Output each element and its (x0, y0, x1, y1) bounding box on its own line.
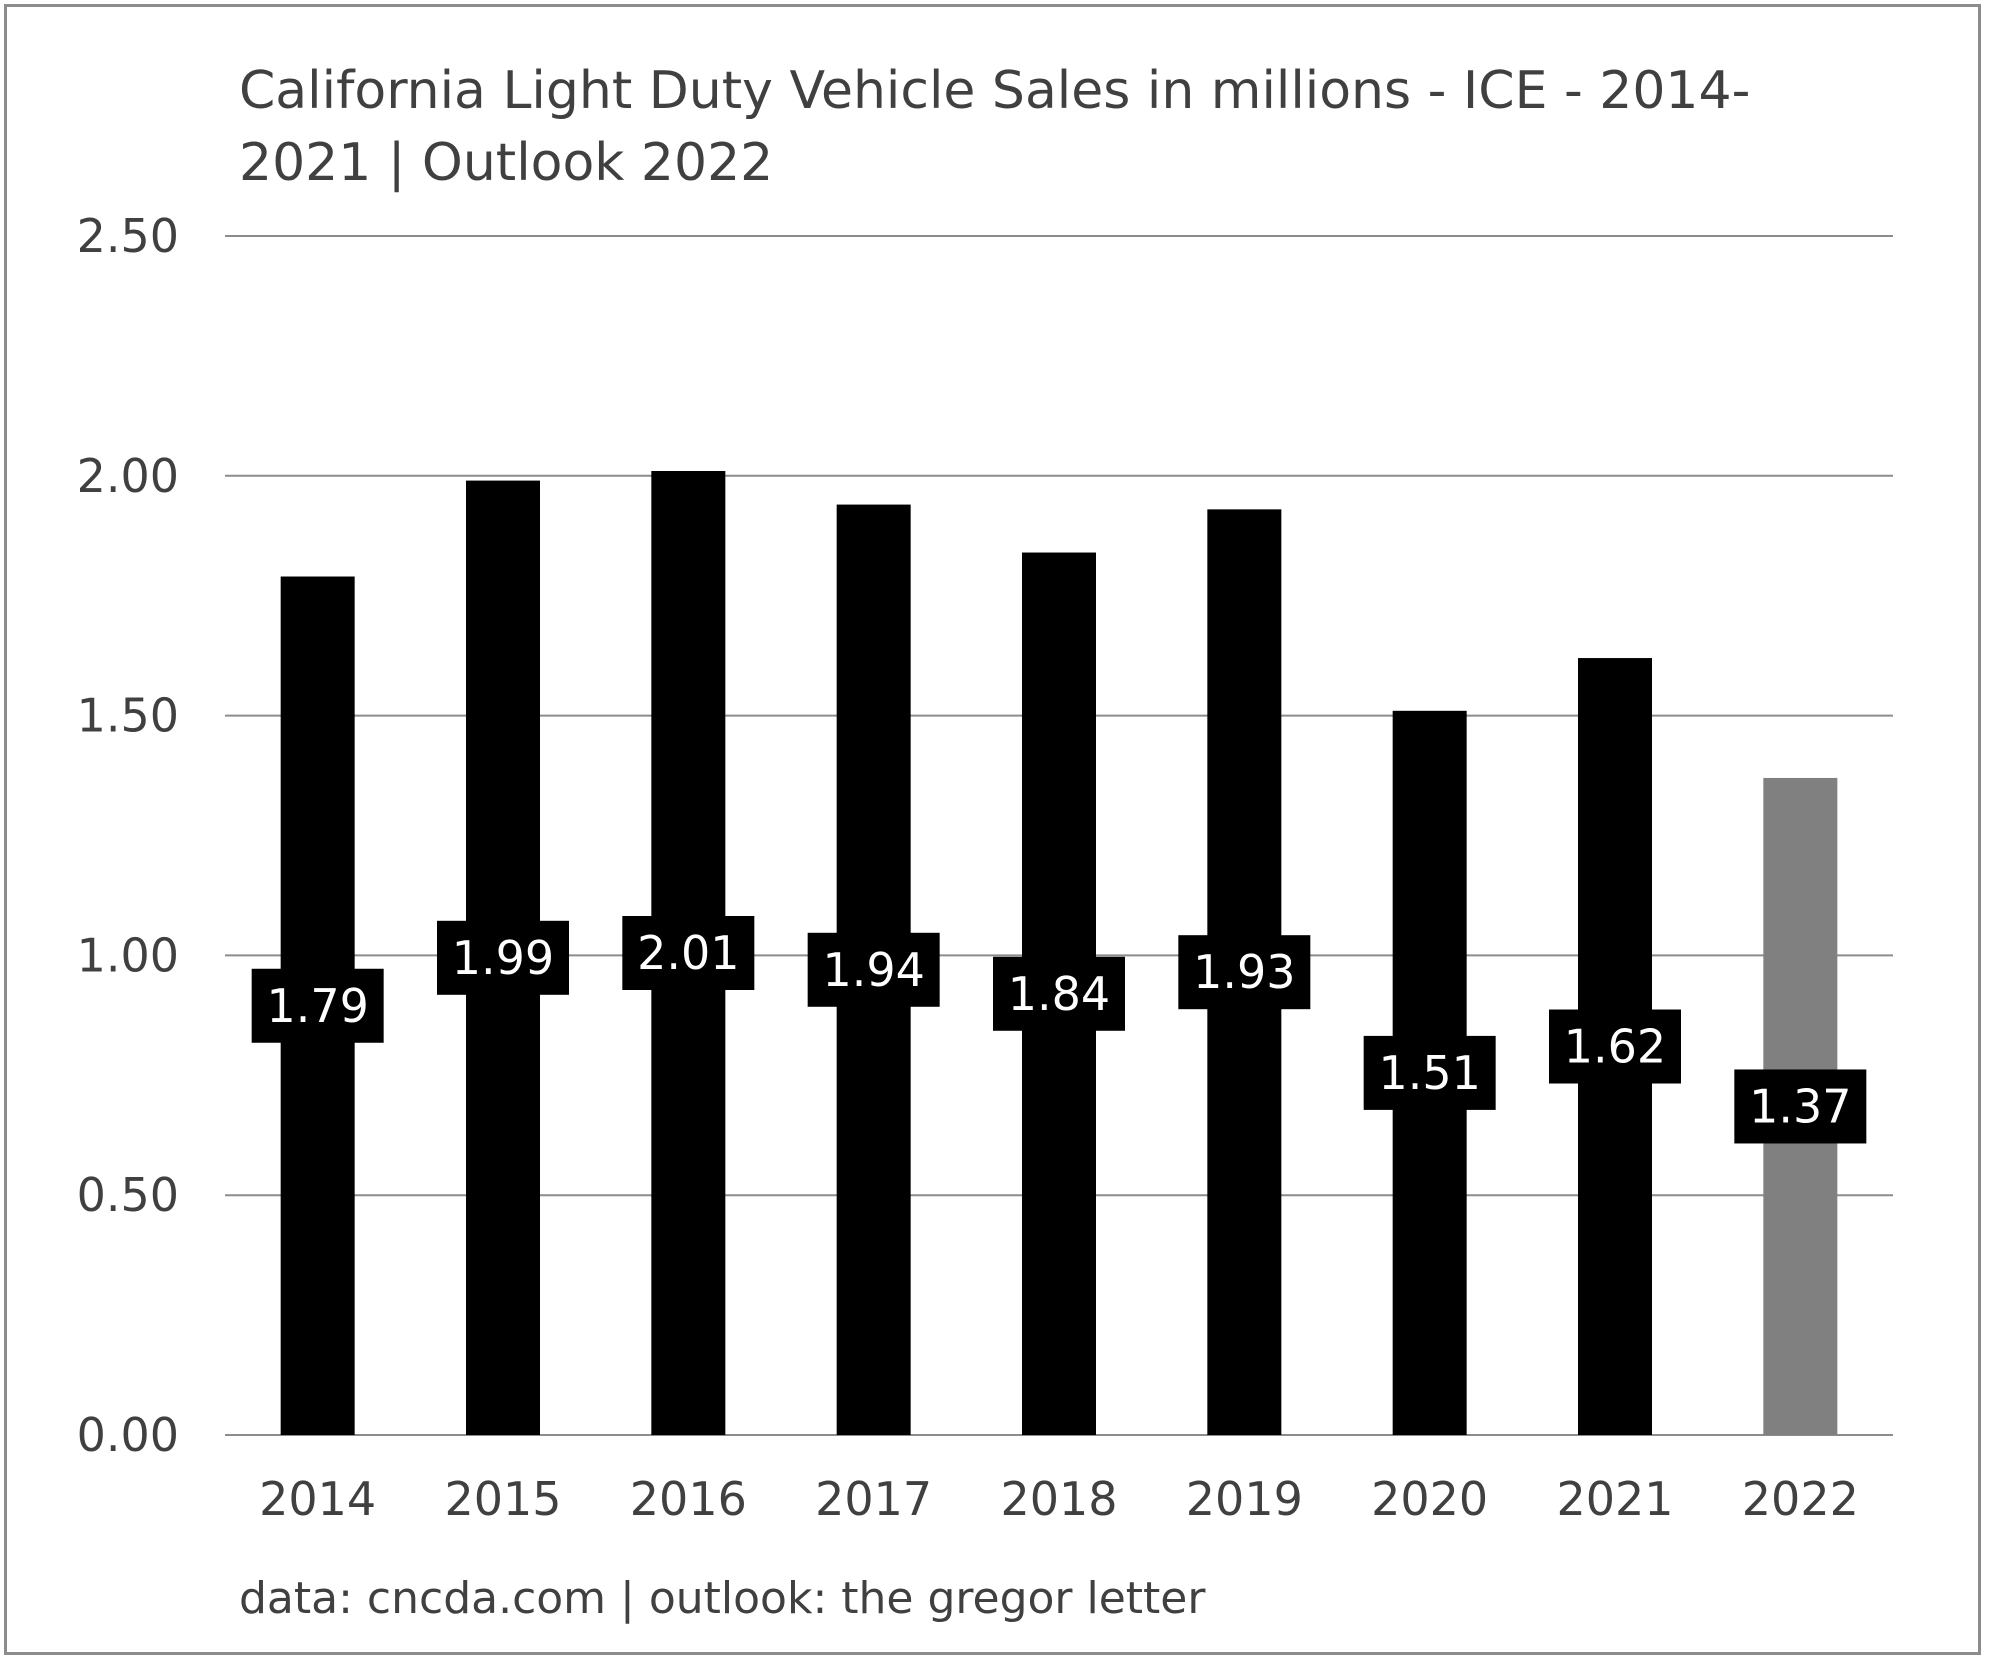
data-label-box (437, 920, 569, 995)
x-tick-label: 2022 (1742, 1472, 1859, 1526)
x-tick-label: 2015 (444, 1472, 561, 1526)
y-tick-label: 0.50 (77, 1168, 179, 1222)
y-tick-label: 0.00 (77, 1408, 179, 1462)
data-label-box (807, 932, 940, 1007)
data-label-box (1734, 1069, 1867, 1144)
data-label: 1.94 (822, 943, 924, 997)
data-label-box (622, 916, 755, 991)
plot-area: 0.00 0.50 1.00 1.50 2.00 2.50 1.79 2014 1.99 2015… (77, 209, 1893, 1526)
x-tick-label: 2019 (1186, 1472, 1303, 1526)
data-label-box (1549, 1009, 1681, 1084)
y-tick-label: 2.00 (77, 449, 179, 503)
data-label: 1.84 (1008, 967, 1110, 1021)
data-label-box (1363, 1035, 1496, 1110)
source-note: data: cncda.com | outlook: the gregor le… (239, 1573, 1206, 1624)
y-tick-label: 1.50 (77, 689, 179, 743)
data-label: 1.51 (1378, 1046, 1480, 1100)
y-tick-label: 1.00 (77, 928, 179, 982)
data-label: 1.99 (452, 931, 554, 985)
data-label: 2.01 (637, 926, 739, 980)
x-tick-label: 2020 (1371, 1472, 1488, 1526)
x-tick-label: 2021 (1556, 1472, 1673, 1526)
data-label-box (251, 968, 384, 1043)
chart-frame: California Light Duty Vehicle Sales in m… (4, 4, 1981, 1655)
data-label: 1.79 (266, 979, 368, 1033)
data-label: 1.62 (1564, 1020, 1666, 1074)
data-label-box (993, 956, 1125, 1031)
y-tick-label: 2.50 (77, 209, 179, 263)
x-tick-label: 2014 (259, 1472, 376, 1526)
data-label-box (1178, 935, 1311, 1010)
x-tick-label: 2016 (630, 1472, 747, 1526)
x-tick-label: 2017 (815, 1472, 932, 1526)
data-label: 1.37 (1749, 1079, 1851, 1133)
chart-title: California Light Duty Vehicle Sales in m… (239, 61, 1751, 193)
x-tick-label: 2018 (1000, 1472, 1117, 1526)
data-label: 1.93 (1193, 945, 1295, 999)
